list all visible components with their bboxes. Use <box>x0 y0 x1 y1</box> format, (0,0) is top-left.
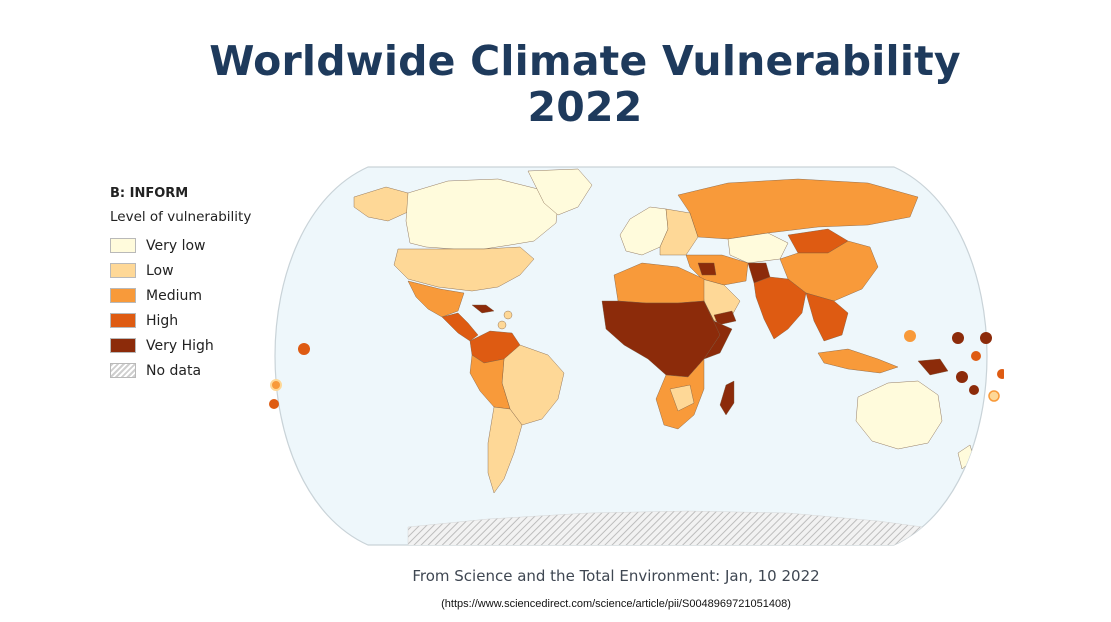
island-marker <box>298 343 310 355</box>
island-marker <box>988 390 1000 402</box>
legend-label: Medium <box>146 287 202 304</box>
legend-item-high: High <box>110 308 290 333</box>
legend-swatch <box>110 263 136 278</box>
world-map <box>258 163 1007 549</box>
legend-swatch <box>110 238 136 253</box>
region-argentina-chile <box>487 406 523 494</box>
map-legend: B: INFORM Level of vulnerability Very lo… <box>110 186 290 383</box>
region-antarctica <box>407 510 949 545</box>
legend-label: No data <box>146 362 202 379</box>
legend-swatch <box>110 313 136 328</box>
region-canada <box>405 178 559 250</box>
island-marker <box>980 332 992 344</box>
island-marker <box>997 369 1007 379</box>
island-marker <box>952 332 964 344</box>
legend-item-very-high: Very High <box>110 333 290 358</box>
legend-swatch <box>110 338 136 353</box>
region-papua-new-guinea <box>917 358 949 376</box>
region-central-america <box>441 312 479 342</box>
legend-item-low: Low <box>110 258 290 283</box>
region-russia <box>677 178 919 240</box>
legend-heading: B: INFORM <box>110 186 189 201</box>
region-usa <box>393 246 535 292</box>
region-mexico <box>407 280 465 318</box>
region-middle-east <box>685 254 749 286</box>
region-madagascar <box>719 380 735 416</box>
region-south-asia <box>753 276 807 340</box>
legend-item-very-low: Very low <box>110 233 290 258</box>
region-east-africa <box>703 300 733 360</box>
region-yemen <box>713 310 737 326</box>
legend-subheading: Level of vulnerability <box>110 209 252 225</box>
region-southeast-asia <box>805 292 849 342</box>
region-alaska <box>353 186 411 222</box>
legend-swatch <box>110 288 136 303</box>
legend-label: Very low <box>146 237 206 254</box>
legend-item-medium: Medium <box>110 283 290 308</box>
legend-item-no-data: No data <box>110 358 290 383</box>
source-url: (https://www.sciencedirect.com/science/a… <box>441 598 791 610</box>
region-australia <box>855 380 943 450</box>
region-greenland <box>527 168 593 216</box>
island-marker <box>971 351 981 361</box>
title-line-2: 2022 <box>527 83 643 131</box>
world-map-svg <box>269 166 1007 546</box>
island-marker <box>269 399 279 409</box>
region-caribbean <box>471 304 495 314</box>
legend-swatch <box>110 363 136 378</box>
island-marker <box>904 330 916 342</box>
region-southern-africa-inner <box>669 384 695 412</box>
region-caribbean-islands-2 <box>497 320 507 330</box>
legend-label: Very High <box>146 337 214 354</box>
island-marker <box>956 371 968 383</box>
legend-label: Low <box>146 262 174 279</box>
island-marker <box>270 379 282 391</box>
title-line-1: Worldwide Climate Vulnerability <box>209 37 961 85</box>
legend-label: High <box>146 312 179 329</box>
island-marker <box>969 385 979 395</box>
page-title: Worldwide Climate Vulnerability 2022 <box>0 38 1111 130</box>
region-syria <box>697 262 717 276</box>
region-caribbean-islands <box>503 310 513 320</box>
source-citation: From Science and the Total Environment: … <box>412 567 820 585</box>
region-indonesia <box>817 348 899 374</box>
